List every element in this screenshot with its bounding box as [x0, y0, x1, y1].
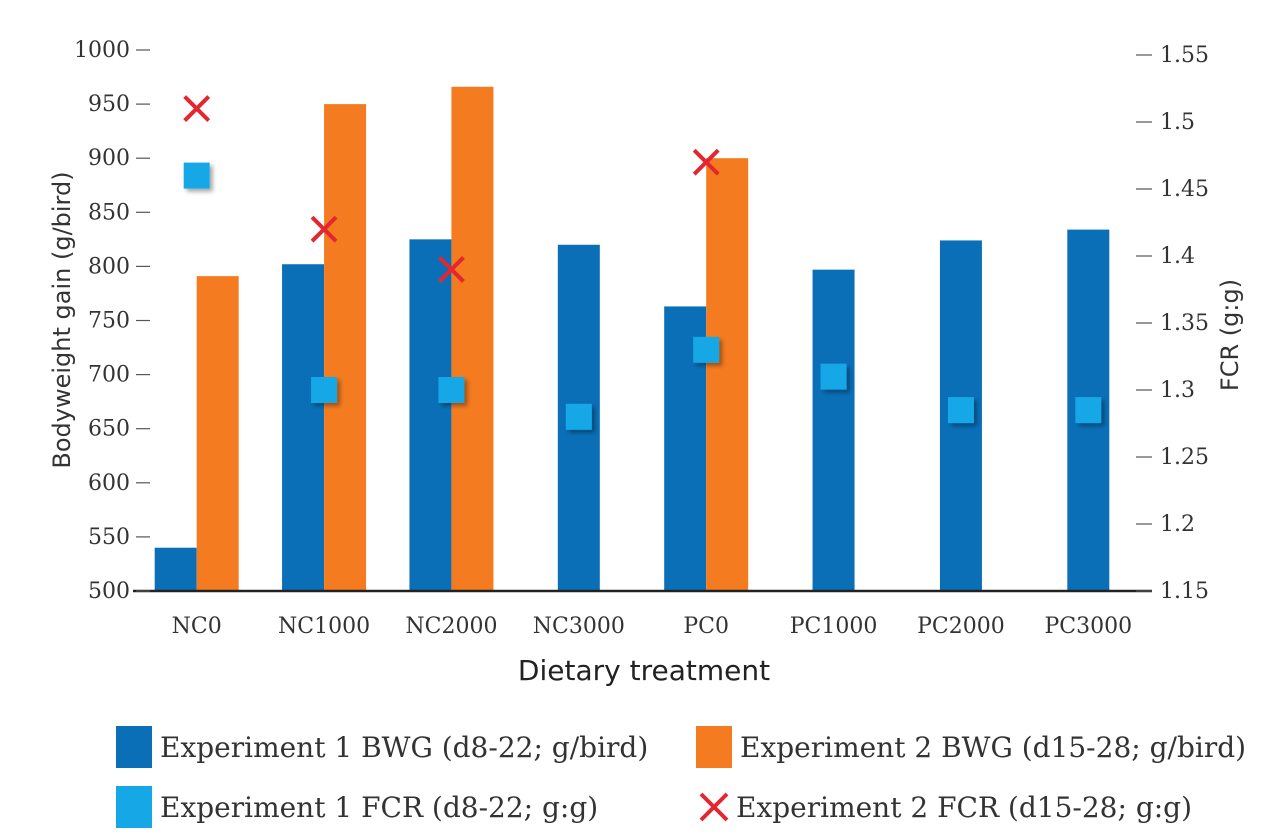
- y2-tick-label: 1.35: [1160, 311, 1209, 336]
- y-tick-label: 950: [88, 92, 130, 117]
- x-tick-label: PC2000: [917, 614, 1005, 639]
- y-tick-label: 850: [88, 200, 130, 225]
- y-axis-title: Bodyweight gain (g/bird): [48, 171, 76, 468]
- legend-label-exp1-bwg: Experiment 1 BWG (d8-22; g/bird): [160, 730, 649, 764]
- y2-tick-label: 1.45: [1160, 177, 1209, 202]
- fcr-square-exp1: [820, 363, 847, 390]
- bar-exp1-bwg: [282, 264, 325, 591]
- fcr-square-exp1: [183, 162, 210, 189]
- markers-layer: [183, 95, 1102, 430]
- x-tick-label: PC1000: [790, 614, 878, 639]
- fcr-x-exp2: [692, 148, 720, 176]
- y-tick-label: 700: [88, 363, 130, 388]
- y-tick-label: 900: [88, 146, 130, 171]
- y2-tick-label: 1.5: [1160, 110, 1195, 135]
- y-tick-label: 650: [88, 417, 130, 442]
- legend-item-exp2-fcr[interactable]: Experiment 2 FCR (d15-28; g:g): [696, 786, 1192, 828]
- bar-exp2-bwg: [196, 276, 239, 591]
- legend-label-exp2-fcr: Experiment 2 FCR (d15-28; g:g): [736, 790, 1193, 824]
- fcr-x-exp2: [438, 255, 465, 283]
- x-axis: NC0 NC1000 NC2000 NC3000 PC0 PC1000 PC2000 PC30…: [172, 614, 1132, 639]
- bar-exp2-bwg: [324, 104, 367, 591]
- bar-exp2-bwg: [451, 86, 494, 592]
- fcr-square-exp1: [693, 336, 720, 363]
- y2-tick-label: 1.55: [1160, 43, 1209, 68]
- x-tick-label: NC0: [172, 614, 222, 639]
- bar-exp2-bwg: [706, 158, 749, 591]
- left-axis: 500 550 600 650 700 750 800 850 900 950 1000: [74, 38, 150, 604]
- legend-x-marker-icon: [699, 792, 729, 822]
- y-tick-label: 600: [88, 471, 130, 496]
- y2-tick-label: 1.3: [1160, 378, 1195, 403]
- y-tick-label: 1000: [74, 38, 130, 63]
- bars-layer: [154, 86, 1110, 592]
- legend-swatch-exp1-fcr: [116, 786, 152, 828]
- legend-label-exp1-fcr: Experiment 1 FCR (d8-22; g:g): [160, 790, 599, 824]
- y-tick-label: 550: [88, 525, 130, 550]
- legend-item-exp2-bwg[interactable]: Experiment 2 BWG (d15-28; g/bird): [696, 726, 1246, 768]
- fcr-square-exp1: [565, 403, 592, 430]
- x-tick-label: NC2000: [405, 614, 497, 639]
- y2-tick-label: 1.4: [1160, 244, 1195, 269]
- fcr-x-exp2: [183, 95, 211, 123]
- y-tick-label: 500: [88, 579, 130, 604]
- legend-swatch-exp2-bwg: [696, 726, 732, 768]
- legend-label-exp2-bwg: Experiment 2 BWG (d15-28; g/bird): [740, 730, 1247, 764]
- y-tick-label: 800: [88, 254, 130, 279]
- y2-tick-label: 1.2: [1160, 512, 1195, 537]
- fcr-square-exp1: [1075, 397, 1102, 424]
- legend-item-exp1-bwg[interactable]: Experiment 1 BWG (d8-22; g/bird): [116, 726, 648, 768]
- y2-axis-title: FCR (g:g): [1216, 279, 1244, 391]
- x-tick-label: NC1000: [278, 614, 370, 639]
- x-tick-label: PC0: [683, 614, 729, 639]
- legend-item-exp1-fcr[interactable]: Experiment 1 FCR (d8-22; g:g): [116, 786, 598, 828]
- fcr-square-exp1: [947, 397, 974, 424]
- fcr-square-exp1: [438, 377, 465, 403]
- bar-exp1-bwg: [154, 547, 197, 591]
- legend-swatch-exp1-bwg: [116, 726, 152, 768]
- y2-tick-label: 1.15: [1160, 579, 1209, 604]
- x-tick-label: NC3000: [533, 614, 625, 639]
- y2-tick-label: 1.25: [1160, 445, 1209, 470]
- fcr-square-exp1: [311, 377, 338, 403]
- fcr-x-exp2: [310, 215, 338, 243]
- right-axis: 1.15 1.2 1.25 1.3 1.35 1.4 1.45 1.5 1.55: [1136, 43, 1209, 604]
- bar-exp1-bwg: [409, 239, 452, 591]
- y-tick-label: 750: [88, 309, 130, 334]
- x-tick-label: PC3000: [1045, 614, 1133, 639]
- bar-exp1-bwg: [812, 269, 855, 591]
- x-axis-title: Dietary treatment: [518, 654, 770, 687]
